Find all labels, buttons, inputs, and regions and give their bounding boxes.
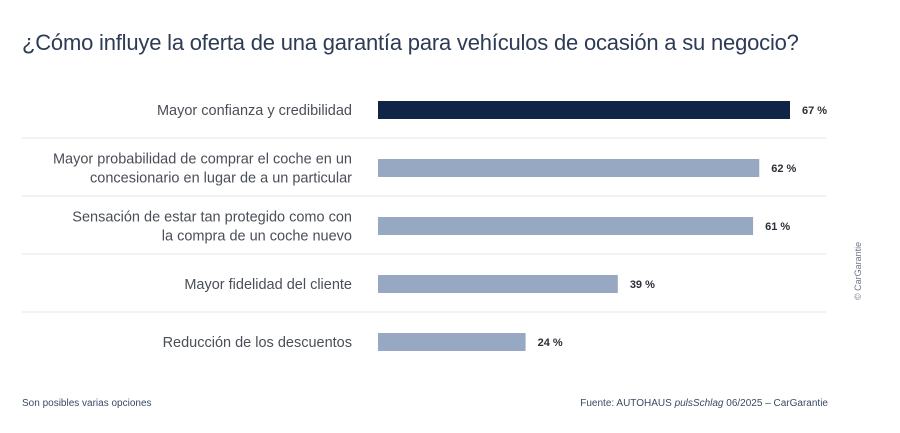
- value-label: 24 %: [538, 337, 563, 349]
- category-label: Mayor confianza y credibilidad: [157, 103, 352, 119]
- bar: [378, 101, 790, 119]
- bar: [378, 275, 618, 293]
- chart-title: ¿Cómo influye la oferta de una garantía …: [22, 30, 799, 55]
- category-label: Reducción de los descuentos: [163, 335, 352, 351]
- footnote-note: Son posibles varias opciones: [22, 398, 152, 409]
- bar: [378, 333, 526, 351]
- category-label: Mayor probabilidad de comprar el coche e…: [53, 152, 352, 187]
- value-label: 39 %: [630, 279, 655, 291]
- source-suffix: 06/2025 – CarGarantie: [723, 398, 828, 409]
- footnote-source: Fuente: AUTOHAUS pulsSchlag 06/2025 – Ca…: [580, 398, 828, 409]
- copyright-label: © CarGarantie: [853, 241, 863, 300]
- category-label: Mayor fidelidad del cliente: [184, 277, 352, 293]
- value-label: 67 %: [802, 105, 827, 117]
- category-label: Sensación de estar tan protegido como co…: [72, 210, 352, 245]
- value-label: 62 %: [771, 163, 796, 175]
- bar: [378, 159, 760, 177]
- source-italic: pulsSchlag: [674, 398, 724, 409]
- value-label: 61 %: [765, 221, 790, 233]
- source-prefix: Fuente: AUTOHAUS: [580, 398, 675, 409]
- bar: [378, 217, 754, 235]
